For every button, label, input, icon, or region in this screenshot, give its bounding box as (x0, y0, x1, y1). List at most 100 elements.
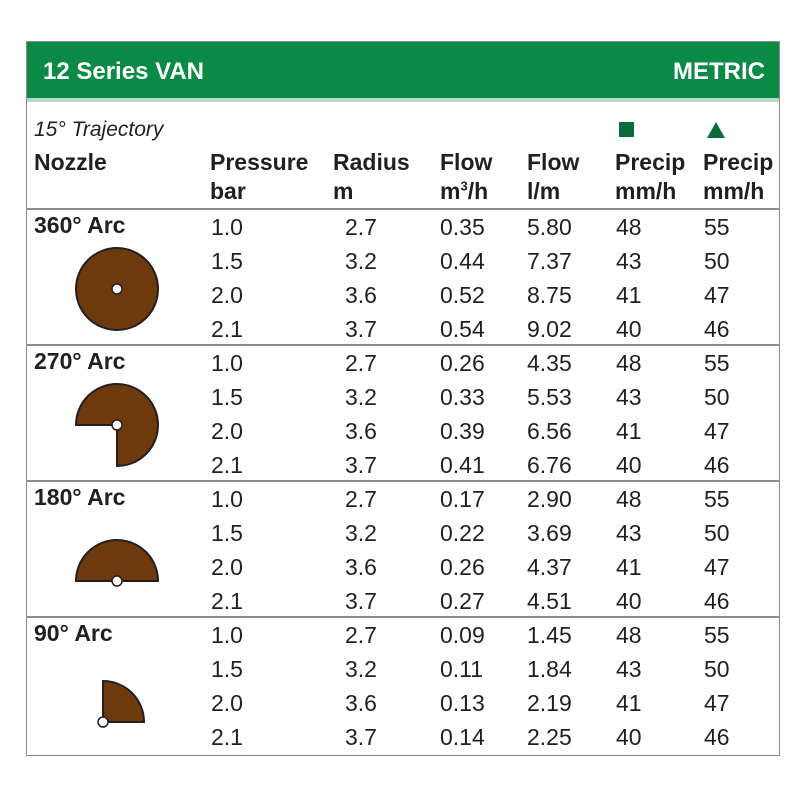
col-header-pressure: Pressure bar (210, 149, 309, 204)
cell-flow-lm: 5.80 (527, 214, 572, 240)
cell-radius: 3.7 (345, 724, 377, 750)
cell-precip-square: 48 (616, 214, 642, 240)
cell-flow-m3h: 0.52 (440, 282, 485, 308)
cell-pressure: 2.1 (211, 724, 243, 750)
cell-radius: 3.6 (345, 282, 377, 308)
cell-flow-lm: 8.75 (527, 282, 572, 308)
cell-radius: 3.6 (345, 690, 377, 716)
triangle-spacing-icon (707, 122, 725, 138)
cell-precip-triangle: 47 (704, 282, 730, 308)
cell-flow-lm: 6.56 (527, 418, 572, 444)
group-divider (27, 344, 779, 346)
cell-precip-triangle: 55 (704, 350, 730, 376)
cell-precip-triangle: 46 (704, 588, 730, 614)
square-spacing-icon (619, 122, 634, 137)
cell-precip-triangle: 50 (704, 384, 730, 410)
arc-label: 270° Arc (34, 348, 126, 374)
col-header-radius: Radius m (333, 149, 410, 204)
group-divider (27, 208, 779, 210)
cell-flow-lm: 3.69 (527, 520, 572, 546)
table-header-bar: 12 Series VAN METRIC (27, 42, 779, 102)
cell-flow-m3h: 0.54 (440, 316, 485, 342)
cell-radius: 3.7 (345, 452, 377, 478)
cell-radius: 3.6 (345, 554, 377, 580)
cell-flow-m3h: 0.27 (440, 588, 485, 614)
cell-flow-lm: 2.19 (527, 690, 572, 716)
cell-flow-lm: 5.53 (527, 384, 572, 410)
arc-label: 180° Arc (34, 484, 126, 510)
cell-flow-m3h: 0.44 (440, 248, 485, 274)
cell-radius: 2.7 (345, 622, 377, 648)
cell-precip-triangle: 47 (704, 418, 730, 444)
trajectory-label: 15° Trajectory (34, 118, 164, 141)
cell-flow-m3h: 0.11 (440, 656, 484, 682)
cell-precip-triangle: 50 (704, 520, 730, 546)
cell-radius: 3.2 (345, 248, 377, 274)
col-header-flow-m3h: Flow m3/h (440, 149, 493, 204)
cell-precip-square: 48 (616, 350, 642, 376)
cell-flow-lm: 7.37 (527, 248, 572, 274)
cell-flow-m3h: 0.35 (440, 214, 485, 240)
cell-radius: 3.6 (345, 418, 377, 444)
col-header-precip-triangle: Precip mm/h (703, 149, 774, 204)
group-divider (27, 616, 779, 618)
cell-precip-square: 43 (616, 520, 642, 546)
cell-precip-triangle: 46 (704, 452, 730, 478)
col-header-nozzle: Nozzle (34, 149, 107, 175)
cell-precip-triangle: 50 (704, 656, 730, 682)
cell-pressure: 2.1 (211, 452, 243, 478)
cell-radius: 3.2 (345, 656, 377, 682)
nozzle-180-pattern-icon (74, 539, 160, 587)
cell-precip-square: 43 (616, 384, 642, 410)
cell-pressure: 1.5 (211, 656, 243, 682)
cell-precip-square: 41 (616, 690, 642, 716)
cell-flow-m3h: 0.41 (440, 452, 485, 478)
nozzle-performance-table: 12 Series VAN METRIC 15° Trajectory Nozz… (26, 41, 780, 756)
cell-pressure: 2.0 (211, 418, 243, 444)
cell-precip-square: 43 (616, 656, 642, 682)
cell-radius: 3.7 (345, 588, 377, 614)
cell-precip-square: 40 (616, 588, 642, 614)
cell-flow-lm: 1.84 (527, 656, 572, 682)
cell-radius: 3.2 (345, 520, 377, 546)
cell-pressure: 1.5 (211, 248, 243, 274)
cell-flow-m3h: 0.26 (440, 554, 485, 580)
cell-flow-m3h: 0.09 (440, 622, 485, 648)
cell-radius: 2.7 (345, 214, 377, 240)
cell-flow-lm: 4.51 (527, 588, 572, 614)
cell-precip-triangle: 46 (704, 724, 730, 750)
cell-precip-square: 48 (616, 486, 642, 512)
cell-flow-lm: 9.02 (527, 316, 572, 342)
cell-flow-lm: 6.76 (527, 452, 572, 478)
col-header-precip-square: Precip mm/h (615, 149, 686, 204)
cell-precip-triangle: 50 (704, 248, 730, 274)
cell-flow-lm: 4.37 (527, 554, 572, 580)
cell-precip-square: 48 (616, 622, 642, 648)
cell-precip-triangle: 55 (704, 214, 730, 240)
cell-precip-triangle: 46 (704, 316, 730, 342)
cell-pressure: 1.0 (211, 350, 243, 376)
cell-precip-triangle: 47 (704, 554, 730, 580)
cell-precip-triangle: 55 (704, 486, 730, 512)
cell-pressure: 2.1 (211, 316, 243, 342)
series-title: 12 Series VAN (43, 58, 204, 85)
cell-precip-square: 43 (616, 248, 642, 274)
cell-precip-square: 40 (616, 316, 642, 342)
cell-precip-triangle: 55 (704, 622, 730, 648)
cell-flow-m3h: 0.17 (440, 486, 485, 512)
cell-flow-lm: 2.25 (527, 724, 572, 750)
cell-precip-square: 40 (616, 724, 642, 750)
cell-pressure: 2.0 (211, 554, 243, 580)
cell-precip-square: 40 (616, 452, 642, 478)
nozzle-90-pattern-icon (97, 679, 146, 728)
cell-pressure: 1.0 (211, 486, 243, 512)
cell-radius: 2.7 (345, 350, 377, 376)
cell-precip-square: 41 (616, 282, 642, 308)
cell-flow-lm: 1.45 (527, 622, 572, 648)
col-header-flow-lm: Flow l/m (527, 149, 580, 204)
cell-flow-m3h: 0.22 (440, 520, 485, 546)
nozzle-270-pattern-icon (74, 383, 159, 468)
cell-flow-m3h: 0.14 (440, 724, 485, 750)
group-divider (27, 480, 779, 482)
cell-flow-lm: 2.90 (527, 486, 572, 512)
